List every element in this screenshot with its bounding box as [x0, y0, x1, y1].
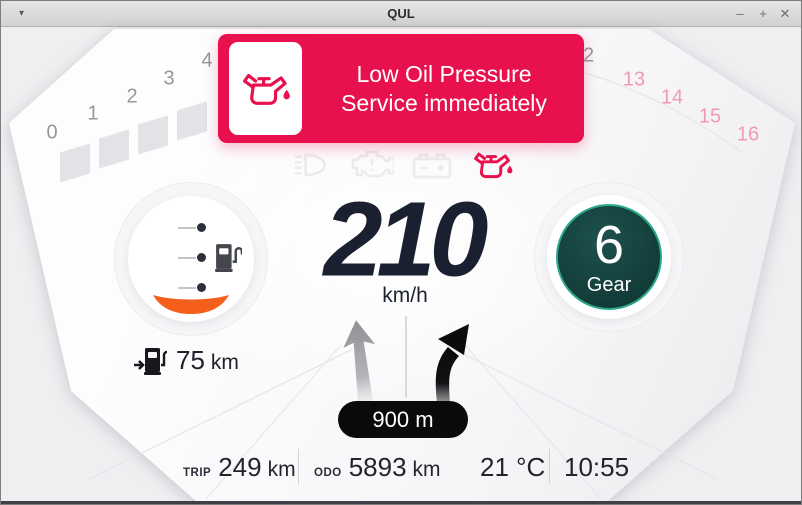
clock: 10:55 [564, 452, 629, 483]
gear-value: 6 [593, 214, 625, 275]
fuel-pump-icon [215, 244, 242, 272]
trip-value: 249 [218, 452, 262, 482]
odo-label: ODO [314, 467, 342, 479]
cluster-body: 0 1 2 3 4 12 13 14 15 16 [1, 27, 801, 504]
fuel-tick-dot [197, 253, 206, 262]
odometer: ODO 5893 km [314, 452, 441, 483]
window-menu-icon[interactable]: ▾ [19, 8, 25, 19]
fuel-range-text: 75 km [176, 345, 239, 376]
gear-indicator: 6 Gear [556, 204, 662, 310]
rpm-tick-13: 13 [622, 68, 646, 91]
close-button[interactable]: ✕ [779, 6, 791, 21]
alert-line2: Service immediately [341, 89, 547, 116]
alert-banner: Low Oil Pressure Service immediately [218, 34, 584, 143]
titlebar: ▾ QUL – + ✕ [1, 1, 801, 27]
time-value: 10:55 [564, 452, 630, 482]
rpm-tick-0: 0 [46, 121, 58, 144]
maximize-button[interactable]: + [759, 6, 767, 21]
oil-pressure-icon [474, 152, 513, 179]
rpm-tick-3: 3 [163, 67, 175, 90]
rpm-tick-1: 1 [87, 102, 99, 125]
fuel-range-unit: km [210, 350, 239, 374]
gear-label: Gear [586, 273, 632, 296]
rpm-tick-14: 14 [660, 86, 684, 109]
trip-label: TRIP [183, 467, 212, 479]
outside-temperature: 21 °C [480, 452, 545, 483]
fuel-tick-dot [197, 283, 206, 292]
rpm-tick-16: 16 [736, 123, 760, 146]
status-divider [549, 449, 550, 484]
fuel-tick [178, 257, 196, 259]
fuel-tick [178, 287, 196, 289]
speed-unit: km/h [382, 284, 428, 307]
check-engine-icon [351, 150, 394, 178]
oil-pressure-icon [242, 73, 290, 105]
nav-distance: 900 m [372, 406, 434, 432]
alert-icon-box [229, 42, 302, 135]
minimize-button[interactable]: – [736, 6, 744, 21]
alert-line1: Low Oil Pressure [356, 60, 532, 87]
nav-distance-pill: 900 m [338, 401, 468, 438]
fuel-range: 75 km [133, 344, 239, 376]
window-bottom-edge [1, 501, 801, 504]
odo-unit: km [412, 458, 441, 481]
rpm-tick-4: 4 [201, 49, 213, 72]
alert-text: Low Oil Pressure Service immediately [310, 60, 578, 118]
lane-divider [405, 316, 407, 398]
fuel-range-pump-icon [134, 348, 167, 375]
window-title: QUL [387, 6, 415, 21]
temperature-value: 21 °C [480, 452, 546, 482]
fuel-tick [178, 227, 196, 229]
rpm-tick-15: 15 [698, 105, 722, 128]
trip-meter: TRIP 249 km [183, 452, 296, 483]
status-divider [298, 449, 299, 484]
straight-lane-arrow-icon [343, 320, 376, 403]
low-beam-icon [294, 153, 327, 177]
battery-icon [412, 153, 452, 179]
rpm-tick-2: 2 [126, 85, 138, 108]
trip-unit: km [267, 458, 296, 481]
fuel-tick-dot [197, 223, 206, 232]
speed-value: 210 [323, 180, 489, 299]
fuel-range-value: 75 [176, 344, 205, 375]
turn-right-lane-arrow-icon [435, 324, 469, 403]
fuel-level-indicator [153, 295, 229, 314]
odo-value: 5893 [348, 452, 407, 482]
